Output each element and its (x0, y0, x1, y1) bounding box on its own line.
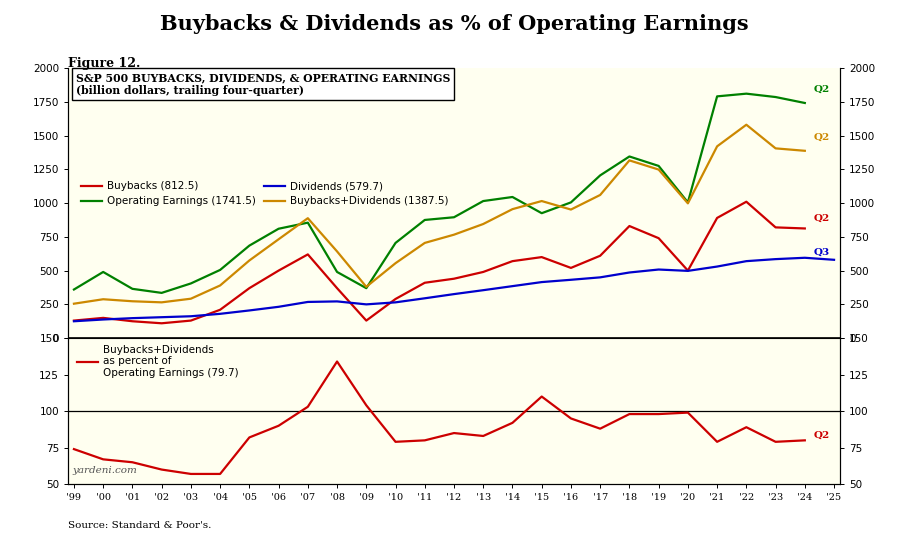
Text: Source: Standard & Poor's.: Source: Standard & Poor's. (68, 521, 212, 530)
Text: Q2: Q2 (814, 214, 830, 222)
Text: Figure 12.: Figure 12. (68, 57, 141, 70)
Text: yardeni.com: yardeni.com (72, 466, 137, 475)
Legend: Buybacks+Dividends
as percent of
Operating Earnings (79.7): Buybacks+Dividends as percent of Operati… (77, 345, 239, 378)
Text: Buybacks & Dividends as % of Operating Earnings: Buybacks & Dividends as % of Operating E… (160, 14, 748, 34)
Text: Q2: Q2 (814, 133, 830, 141)
Text: Q2: Q2 (814, 85, 830, 94)
Text: Q2: Q2 (814, 430, 830, 440)
Text: Q3: Q3 (814, 248, 830, 256)
Legend: Buybacks (812.5), Operating Earnings (1741.5), Dividends (579.7), Buybacks+Divid: Buybacks (812.5), Operating Earnings (17… (81, 181, 449, 207)
Text: S&P 500 BUYBACKS, DIVIDENDS, & OPERATING EARNINGS
(billion dollars, trailing fou: S&P 500 BUYBACKS, DIVIDENDS, & OPERATING… (76, 72, 450, 96)
